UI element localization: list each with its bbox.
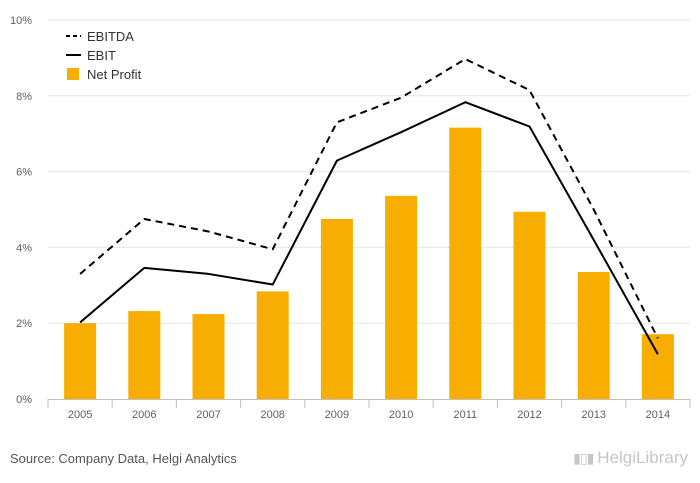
- x-tick-label: 2012: [517, 409, 541, 421]
- x-tick-label: 2010: [389, 409, 413, 421]
- x-tick-label: 2006: [132, 409, 156, 421]
- x-tick-label: 2011: [453, 409, 477, 421]
- series-line-ebit: [79, 101, 659, 355]
- legend-label-ebitda: EBITDA: [87, 29, 134, 44]
- series-line-ebitda: [79, 58, 659, 339]
- library-icon: ▮▯▮: [573, 449, 594, 466]
- x-tick-label: 2013: [581, 409, 605, 421]
- bar-net-profit: [64, 323, 97, 399]
- y-tick-label: 6%: [16, 167, 32, 179]
- bar-net-profit: [449, 127, 482, 400]
- x-tick-label: 2014: [646, 409, 670, 421]
- y-tick-label: 2%: [16, 318, 32, 330]
- legend-label-net-profit: Net Profit: [87, 67, 142, 82]
- bars: [64, 127, 674, 400]
- y-tick-label: 0%: [16, 394, 32, 406]
- bar-net-profit: [128, 311, 161, 399]
- bar-net-profit: [577, 272, 610, 399]
- bar-net-profit: [320, 218, 353, 399]
- source-note: Source: Company Data, Helgi Analytics: [10, 451, 237, 466]
- lines: [79, 58, 659, 355]
- bar-net-profit: [385, 195, 418, 399]
- bar-net-profit: [192, 314, 225, 399]
- bar-net-profit: [256, 291, 289, 399]
- legend-label-ebit: EBIT: [87, 48, 116, 63]
- x-tick-label: 2005: [68, 409, 92, 421]
- y-tick-label: 4%: [16, 242, 32, 254]
- legend: EBITDA EBIT Net Profit: [66, 29, 142, 82]
- y-tick-label: 8%: [16, 91, 32, 103]
- brand-name: HelgiLibrary: [597, 448, 688, 467]
- x-tick-label: 2007: [196, 409, 220, 421]
- legend-swatch-net-profit: [67, 68, 79, 80]
- bar-net-profit: [641, 334, 674, 399]
- axes: 0% 2% 4% 6% 8% 10% 2005 2006 2007 2008 2009 2010 201…: [10, 15, 691, 421]
- x-tick-label: 2009: [325, 409, 349, 421]
- bar-net-profit: [513, 211, 546, 399]
- brand-logo: ▮▯▮ HelgiLibrary: [573, 448, 688, 468]
- x-tick-label: 2008: [260, 409, 284, 421]
- y-tick-label: 10%: [10, 15, 32, 27]
